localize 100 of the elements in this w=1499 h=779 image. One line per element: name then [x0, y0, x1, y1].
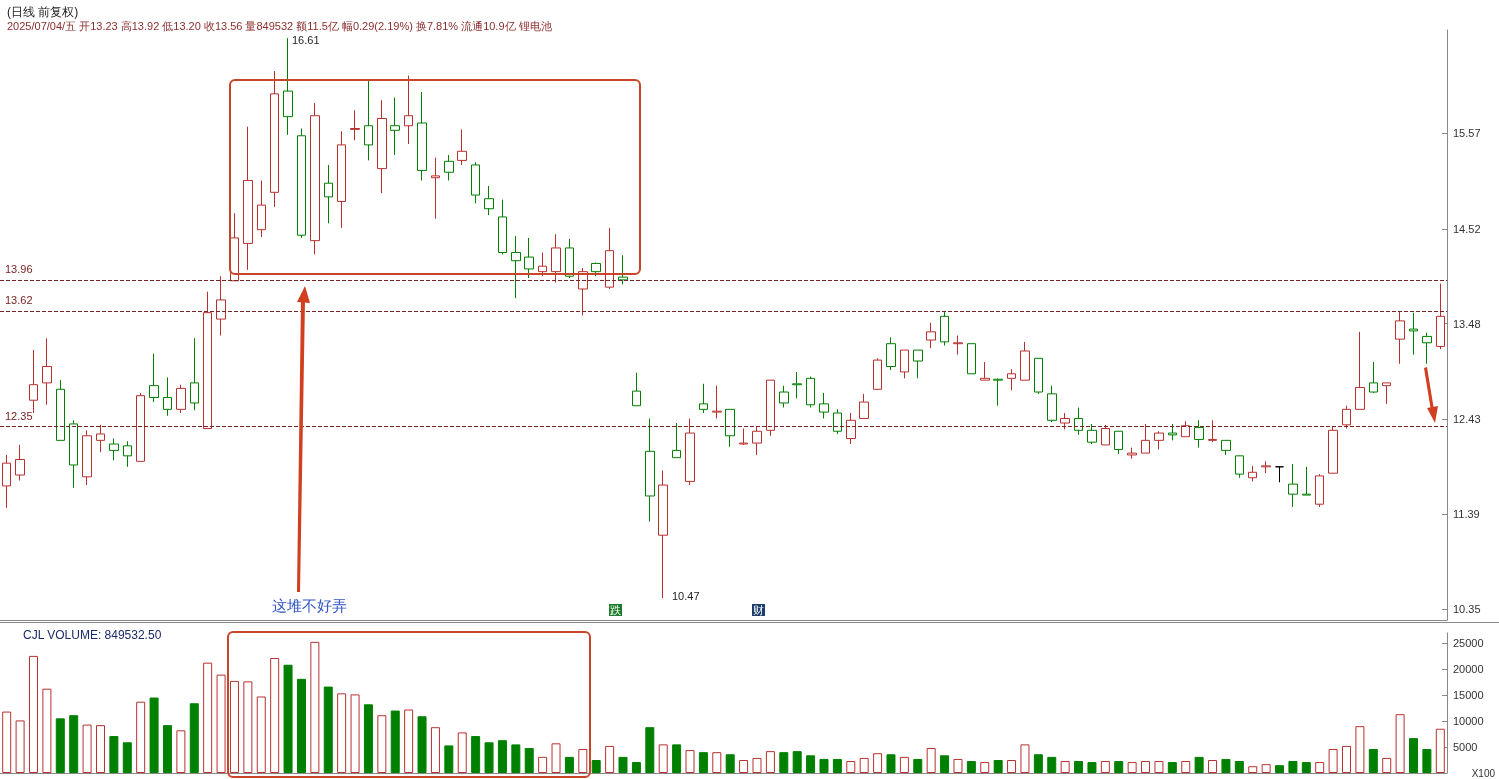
- candlestick: [1342, 405, 1351, 429]
- bar: [806, 755, 816, 773]
- bar: [283, 664, 293, 773]
- bar: [1275, 765, 1285, 773]
- candlestick: [42, 337, 52, 406]
- bar: [618, 756, 628, 773]
- candlestick: [109, 438, 119, 461]
- candlestick: [953, 334, 963, 356]
- candlestick: [819, 392, 829, 419]
- bar: [953, 758, 963, 773]
- bar: [69, 715, 79, 773]
- candlestick: [471, 161, 480, 204]
- annotation: 16.61: [292, 34, 320, 47]
- bar: [1328, 749, 1338, 773]
- candlestick: [779, 385, 789, 409]
- candlestick: [96, 424, 105, 453]
- bar: [819, 758, 829, 773]
- bar: [1167, 762, 1177, 773]
- bar: [1355, 726, 1365, 773]
- candlestick: [993, 377, 1003, 407]
- bar: [189, 703, 199, 773]
- candlestick: [605, 227, 614, 290]
- candlestick: [1154, 430, 1164, 450]
- bar: [1368, 749, 1378, 773]
- bar: [1342, 745, 1352, 773]
- bar: [363, 704, 373, 773]
- candlestick: [56, 379, 65, 441]
- bar: [1288, 761, 1298, 773]
- bar: [350, 694, 360, 773]
- annotation: 这堆不好弄: [272, 597, 347, 615]
- candlestick: [297, 127, 306, 239]
- candlestick: [123, 440, 132, 468]
- bar: [1154, 761, 1164, 773]
- bar: [310, 641, 320, 773]
- candlestick: [216, 275, 226, 336]
- candlestick: [1034, 357, 1043, 395]
- bar: [1301, 762, 1311, 773]
- candlestick: [1007, 368, 1016, 391]
- bar: [511, 744, 521, 773]
- candlestick: [377, 99, 387, 194]
- bar: [551, 743, 561, 773]
- candlestick: [1436, 283, 1445, 350]
- candlestick: [444, 154, 454, 181]
- bar: [1060, 761, 1070, 773]
- candlestick: [940, 310, 949, 347]
- candlestick: [1355, 331, 1365, 410]
- bar: [229, 680, 239, 773]
- y-tick-label: 25000: [1453, 636, 1484, 649]
- candlestick: [913, 349, 923, 379]
- bar: [377, 715, 387, 773]
- bar: [444, 745, 454, 773]
- bar: [926, 748, 936, 773]
- candlestick: [980, 361, 990, 381]
- y-tick-label: 13.48: [1453, 317, 1481, 330]
- bar: [1315, 762, 1325, 773]
- bar: [1194, 756, 1204, 773]
- bar: [1127, 762, 1137, 773]
- bar: [873, 753, 883, 773]
- bar: [203, 662, 213, 773]
- bar: [1409, 738, 1418, 773]
- candlestick: [29, 349, 38, 414]
- bar: [243, 681, 253, 773]
- bar: [1074, 761, 1084, 773]
- bar: [417, 716, 427, 773]
- candlestick: [324, 164, 333, 224]
- bar: [15, 720, 25, 773]
- candlestick: [1248, 465, 1257, 482]
- bar: [457, 732, 467, 773]
- bar: [980, 762, 990, 773]
- bar: [1422, 749, 1432, 773]
- candlestick: [1409, 312, 1418, 356]
- bar: [270, 657, 280, 773]
- candlestick: [257, 179, 266, 238]
- candlestick: [69, 419, 78, 489]
- bar: [1020, 744, 1030, 773]
- bar: [404, 709, 414, 773]
- candlestick: [431, 157, 440, 220]
- bar: [497, 740, 507, 773]
- candlestick: [1235, 455, 1244, 479]
- candlestick: [82, 429, 92, 486]
- y-tick-label: 11.39: [1453, 508, 1480, 521]
- candlestick: [1168, 423, 1177, 441]
- y-tick-label: 10.35: [1453, 603, 1481, 616]
- candlestick: [149, 353, 159, 403]
- bar: [162, 725, 172, 773]
- candlestick: [1114, 430, 1123, 455]
- candlestick: [859, 393, 869, 419]
- candlestick: [886, 336, 896, 371]
- candlestick: [15, 444, 25, 481]
- candlestick: [632, 372, 641, 407]
- bar: [752, 757, 762, 773]
- bar: [1114, 761, 1124, 773]
- candlestick: [712, 385, 722, 419]
- y-tick-label: 20000: [1453, 662, 1484, 675]
- candlestick: [1395, 310, 1405, 365]
- bar: [29, 655, 38, 773]
- candlestick: [672, 422, 681, 459]
- candlestick: [967, 343, 976, 375]
- bar: [1007, 759, 1017, 773]
- bar: [712, 752, 722, 773]
